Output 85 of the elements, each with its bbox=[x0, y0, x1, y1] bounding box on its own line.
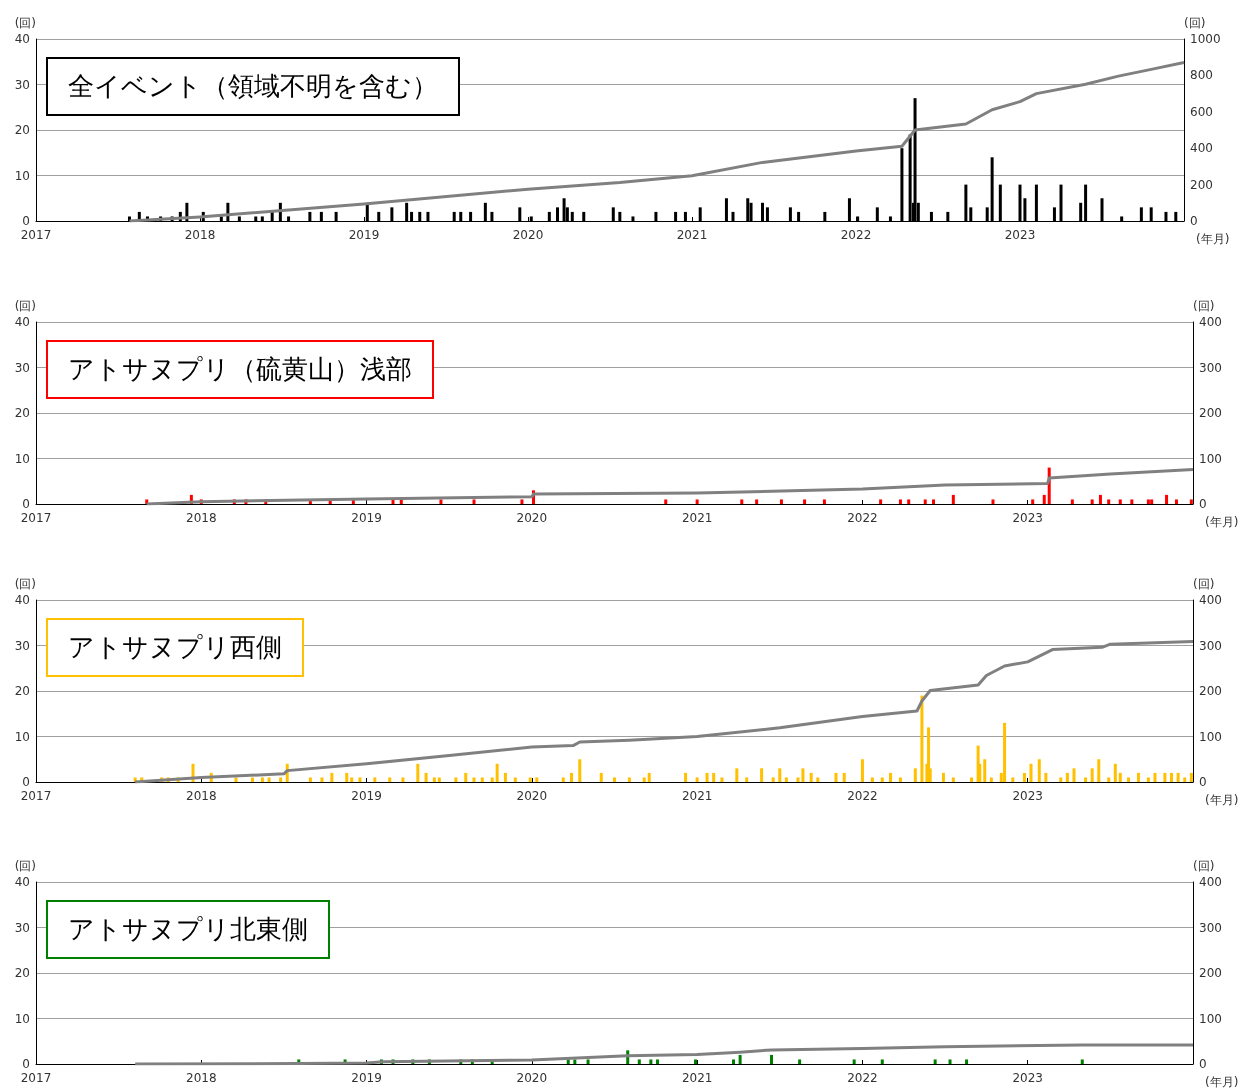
y-tick-label: 10 bbox=[14, 1011, 30, 1026]
x-axis-title: (年月) bbox=[1196, 232, 1230, 246]
y-tick-label: 20 bbox=[14, 966, 30, 980]
y2-tick-label: 600 bbox=[1190, 104, 1213, 119]
y2-tick-label: 200 bbox=[1190, 177, 1213, 192]
y2-tick-label: 400 bbox=[1199, 315, 1222, 329]
y2-tick-label: 400 bbox=[1190, 141, 1213, 156]
text: アトサヌプリ北東側 bbox=[46, 900, 330, 959]
x-tick-label: 2019 bbox=[351, 789, 382, 803]
y2-axis-title: (回) bbox=[1193, 577, 1215, 591]
x-tick-label: 2023 bbox=[1012, 789, 1043, 803]
y2-tick-label: 800 bbox=[1190, 68, 1213, 83]
x-tick-label: 2021 bbox=[676, 228, 708, 242]
y-tick-label: 40 bbox=[14, 315, 30, 329]
x-tick-label: 2018 bbox=[186, 511, 217, 525]
y-tick-label: 20 bbox=[14, 123, 30, 137]
x-tick-label: 2018 bbox=[186, 1071, 217, 1085]
y2-tick-label: 100 bbox=[1199, 729, 1222, 744]
x-tick-label: 2018 bbox=[184, 228, 216, 242]
y-axis-title: (回) bbox=[14, 16, 36, 30]
y-axis-title: (回) bbox=[14, 577, 36, 591]
y-axis-title: (回) bbox=[14, 859, 36, 873]
x-tick-label: 2020 bbox=[512, 228, 544, 242]
y2-tick-label: 300 bbox=[1199, 920, 1222, 935]
x-tick-label: 2019 bbox=[348, 228, 380, 242]
y2-tick-label: 0 bbox=[1190, 214, 1198, 228]
y2-tick-label: 400 bbox=[1199, 875, 1222, 889]
x-tick-label: 2019 bbox=[351, 1071, 382, 1085]
x-tick-label: 2022 bbox=[840, 228, 872, 242]
x-tick-label: 2023 bbox=[1012, 511, 1043, 525]
x-tick-label: 2019 bbox=[351, 511, 382, 525]
y-tick-label: 30 bbox=[14, 360, 30, 375]
y2-axis-title: (回) bbox=[1184, 16, 1206, 30]
y2-axis-title: (回) bbox=[1193, 859, 1215, 873]
y2-tick-label: 100 bbox=[1199, 451, 1222, 466]
y2-tick-label: 100 bbox=[1199, 1011, 1222, 1026]
y-axis-title: (回) bbox=[14, 299, 36, 313]
y2-axis-title: (回) bbox=[1193, 299, 1215, 313]
y-tick-label: 10 bbox=[14, 168, 30, 183]
y-tick-label: 20 bbox=[14, 684, 30, 698]
text: アトサヌプリ（硫黄山）浅部 bbox=[46, 340, 434, 399]
x-tick-label: 2017 bbox=[20, 789, 52, 803]
x-tick-label: 2023 bbox=[1004, 228, 1036, 242]
text: アトサヌプリ西側 bbox=[46, 618, 304, 677]
y-tick-label: 0 bbox=[22, 214, 30, 228]
y-tick-label: 40 bbox=[14, 593, 30, 607]
y-tick-label: 40 bbox=[14, 32, 30, 46]
x-tick-label: 2020 bbox=[516, 1071, 548, 1085]
x-tick-label: 2021 bbox=[681, 1071, 713, 1085]
y2-tick-label: 0 bbox=[1199, 775, 1207, 789]
y2-tick-label: 300 bbox=[1199, 638, 1222, 653]
y-tick-label: 0 bbox=[22, 1057, 30, 1071]
y-tick-label: 10 bbox=[14, 729, 30, 744]
x-tick-label: 2021 bbox=[681, 789, 713, 803]
x-tick-label: 2017 bbox=[20, 511, 52, 525]
text: 全イベント（領域不明を含む） bbox=[46, 57, 460, 116]
y2-tick-label: 0 bbox=[1199, 1057, 1207, 1071]
y-tick-label: 10 bbox=[14, 451, 30, 466]
x-axis-title: (年月) bbox=[1205, 793, 1239, 807]
y2-tick-label: 400 bbox=[1199, 593, 1222, 607]
x-axis-title: (年月) bbox=[1205, 515, 1239, 529]
x-tick-label: 2017 bbox=[20, 1071, 52, 1085]
x-tick-label: 2020 bbox=[516, 511, 548, 525]
y-tick-label: 0 bbox=[22, 497, 30, 511]
x-tick-label: 2018 bbox=[186, 789, 217, 803]
x-tick-label: 2022 bbox=[847, 1071, 878, 1085]
y-tick-label: 30 bbox=[14, 77, 30, 92]
y2-tick-label: 200 bbox=[1199, 406, 1222, 420]
x-tick-label: 2023 bbox=[1012, 1071, 1043, 1085]
x-tick-label: 2017 bbox=[20, 228, 52, 242]
y-tick-label: 20 bbox=[14, 406, 30, 420]
x-tick-label: 2022 bbox=[847, 789, 878, 803]
y-tick-label: 40 bbox=[14, 875, 30, 889]
x-tick-label: 2022 bbox=[847, 511, 878, 525]
y2-tick-label: 200 bbox=[1199, 684, 1222, 698]
y2-tick-label: 1000 bbox=[1190, 32, 1221, 46]
y-tick-label: 30 bbox=[14, 920, 30, 935]
y-tick-label: 30 bbox=[14, 638, 30, 653]
y2-tick-label: 0 bbox=[1199, 497, 1207, 511]
y2-tick-label: 200 bbox=[1199, 966, 1222, 980]
y-tick-label: 0 bbox=[22, 775, 30, 789]
x-axis-title: (年月) bbox=[1205, 1075, 1239, 1088]
y2-tick-label: 300 bbox=[1199, 360, 1222, 375]
x-tick-label: 2021 bbox=[681, 511, 713, 525]
x-tick-label: 2020 bbox=[516, 789, 548, 803]
